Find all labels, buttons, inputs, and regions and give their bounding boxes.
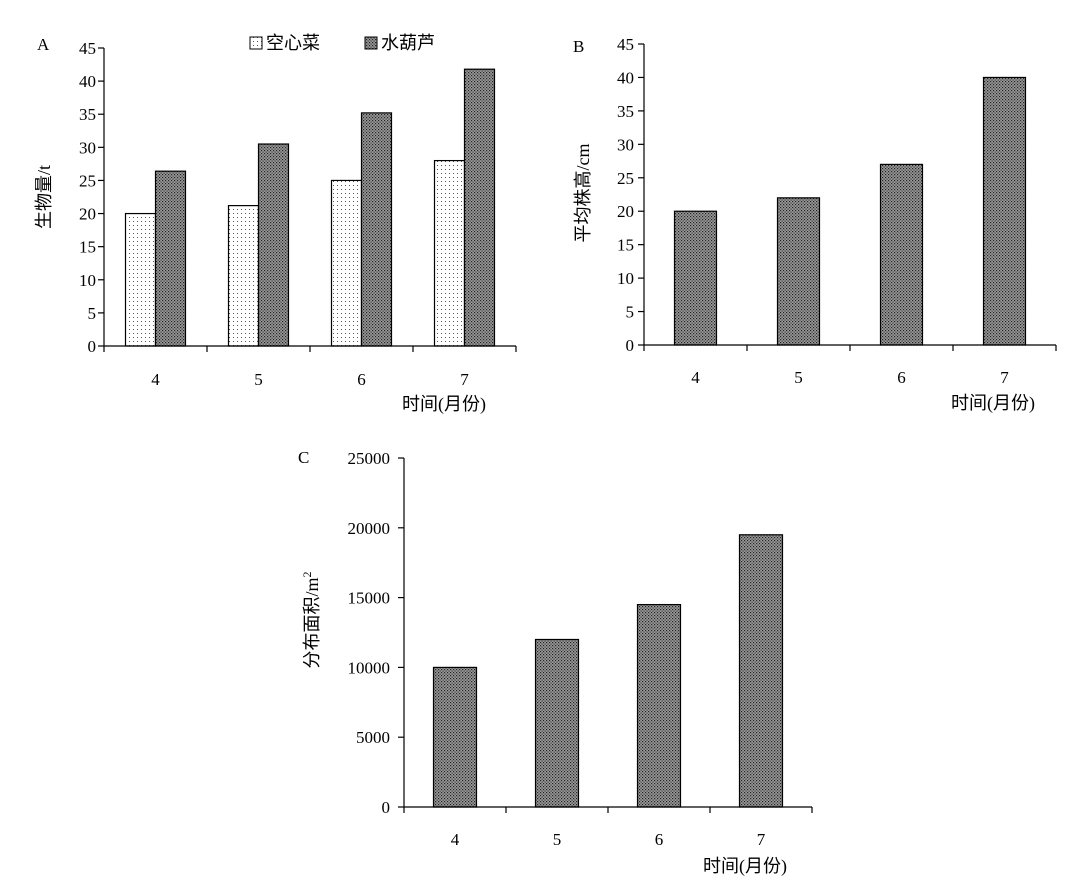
- panel-a-bar-s2-6: [360, 112, 393, 347]
- panel-a-y-tick-label: 0: [88, 337, 97, 356]
- panel-b-y-tick-label: 20: [617, 202, 634, 221]
- panel-b-bar-s1-7: [982, 76, 1027, 346]
- panel-a-bar-s1-7: [433, 159, 466, 347]
- panel-a-y-tick-label: 5: [88, 304, 97, 323]
- panel-a-x-tick-label: 4: [151, 370, 160, 389]
- panel-b-y-tick-label: 30: [617, 135, 634, 154]
- panel-c-y-tick-label: 20000: [348, 519, 391, 538]
- panel-b-y-tick-label: 15: [617, 236, 634, 255]
- panel-a-letter: A: [37, 35, 50, 54]
- panel-c-y-tick-label: 0: [382, 798, 391, 817]
- panel-a-y-tick-label: 35: [79, 105, 96, 124]
- panel-b-y-tick-label: 10: [617, 269, 634, 288]
- panel-c-x-tick-label: 5: [553, 830, 562, 849]
- panel-c-x-tick-label: 6: [655, 830, 664, 849]
- panel-c-bar-s1-5: [534, 638, 580, 808]
- panel-c-y-tick-label: 15000: [348, 589, 391, 608]
- panel-b-y-axis-title: 平均株高/cm: [573, 144, 593, 243]
- panel-c-letter: C: [298, 448, 309, 467]
- panel-a-bar-s2-4: [154, 170, 187, 347]
- panel-a-y-tick-label: 10: [79, 271, 96, 290]
- panel-b-y-tick-label: 35: [617, 102, 634, 121]
- panel-a-x-tick-label: 7: [460, 370, 469, 389]
- panel-a-bar-s2-7: [463, 68, 496, 347]
- panel-b-x-axis-title: 时间(月份): [951, 393, 1035, 414]
- panel-b-bar-s1-6: [879, 163, 924, 346]
- panel-c-y-axis-title-main: 分布面积/m: [302, 577, 322, 668]
- panel-b-y-tick-label: 5: [626, 303, 635, 322]
- legend-label-series-1: 空心菜: [266, 33, 320, 53]
- panel-c-x-axis-title: 时间(月份): [703, 856, 787, 877]
- panel-a-y-tick-label: 45: [79, 39, 96, 58]
- panel-a-x-axis-title: 时间(月份): [402, 394, 486, 415]
- panel-c-y-tick-label: 10000: [348, 658, 391, 677]
- panel-b-y-tick-label: 45: [617, 35, 634, 54]
- panel-c-y-axis-title-superscript: 2: [300, 571, 314, 577]
- panel-b-x-tick-label: 7: [1000, 368, 1009, 387]
- panel-c-y-axis-title: 分布面积/m2: [300, 571, 322, 668]
- panel-b-bar-s1-5: [776, 197, 821, 346]
- panel-c-plot-area: 0 5000 10000 15000 20000 25000 4 5 6 7: [348, 449, 813, 849]
- panel-b-y-tick-label: 40: [617, 68, 634, 87]
- legend-swatch-series-2: [364, 36, 378, 50]
- panel-c-x-tick-label: 4: [451, 830, 460, 849]
- panel-a-y-axis-title: 生物量/t: [34, 165, 54, 229]
- panel-b-letter: B: [573, 37, 584, 56]
- panel-c-bar-s1-4: [432, 666, 478, 808]
- panel-a-x-tick-label: 5: [254, 370, 263, 389]
- panel-c-y-tick-label: 25000: [348, 449, 391, 468]
- panel-c: C 分布面积/m2 时间(月份) 05000100001500020000250…: [298, 448, 813, 877]
- panel-a-legend: 空心菜 水葫芦: [249, 33, 435, 53]
- panel-a-bar-s1-4: [124, 212, 157, 347]
- panel-a-x-tick-label: 6: [357, 370, 366, 389]
- panel-a-y-tick-label: 20: [79, 205, 96, 224]
- panel-a-bar-s2-5: [257, 143, 290, 347]
- panel-c-bar-s1-6: [636, 603, 682, 808]
- panel-a-y-tick-label: 15: [79, 238, 96, 257]
- panel-a-y-tick-label: 40: [79, 72, 96, 91]
- panel-b-x-tick-label: 5: [794, 368, 803, 387]
- panel-b-x-tick-label: 4: [691, 368, 700, 387]
- panel-b-y-tick-label: 0: [626, 336, 635, 355]
- panel-c-bar-s1-7: [738, 534, 784, 808]
- panel-a-y-tick-label: 30: [79, 138, 96, 157]
- panel-c-x-tick-label: 7: [757, 830, 766, 849]
- panel-a-bar-s1-6: [330, 179, 363, 347]
- panel-a: A 生物量/t 时间(月份) 空心菜 水葫芦 0 5 10 15 20 25 30 35 40 4…: [34, 33, 517, 415]
- panel-b-bar-s1-4: [673, 210, 718, 346]
- panel-c-y-tick-label: 5000: [356, 728, 390, 747]
- panel-b-y-tick-label: 25: [617, 169, 634, 188]
- panel-a-y-tick-label: 25: [79, 171, 96, 190]
- panel-a-bar-s1-5: [227, 205, 260, 347]
- panel-b-x-tick-label: 6: [897, 368, 906, 387]
- legend-swatch-series-1: [249, 36, 263, 50]
- legend-label-series-2: 水葫芦: [381, 33, 435, 53]
